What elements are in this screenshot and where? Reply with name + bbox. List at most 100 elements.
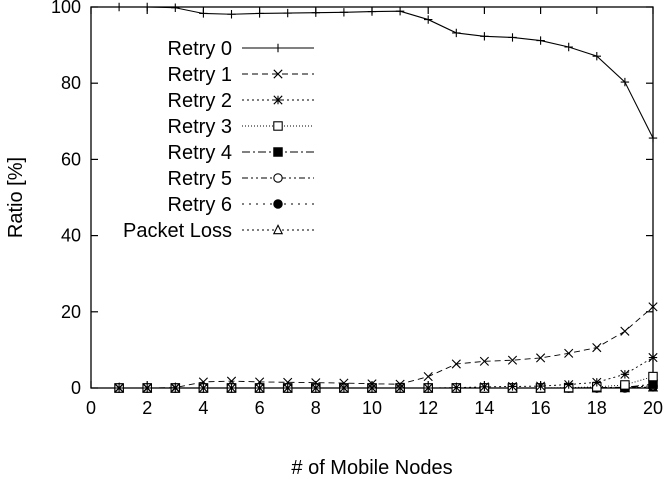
data-point: [311, 378, 321, 388]
y-axis-label: Ratio [%]: [5, 157, 27, 238]
marker-x-shape: [255, 377, 265, 387]
y-tick-label: 20: [61, 302, 81, 322]
legend: Retry 0 Retry 1 Retry 2 Retry 3 Retry 4 Retry…: [123, 38, 314, 242]
data-point: [227, 10, 236, 19]
marker-x-shape: [114, 383, 124, 393]
marker-plus-shape: [339, 8, 349, 17]
legend-entry: Retry 4: [168, 142, 314, 164]
legend-label: Retry 1: [168, 64, 232, 86]
data-point: [339, 378, 349, 388]
x-tick-label: 0: [86, 398, 96, 418]
legend-marker: [273, 95, 283, 105]
data-point: [507, 355, 518, 365]
legend-label: Packet Loss: [123, 220, 232, 242]
marker-star-shape: [273, 95, 283, 105]
data-point: [198, 383, 208, 393]
marker-filled-circle-shape: [273, 199, 283, 209]
marker-x-shape: [423, 371, 433, 382]
marker-open-square-shape: [273, 121, 283, 131]
data-point: [620, 369, 630, 379]
marker-star-shape: [479, 382, 489, 392]
marker-plus-shape: [311, 8, 320, 17]
data-point: [367, 7, 377, 16]
data-point: [283, 377, 293, 387]
data-point: [620, 77, 630, 87]
x-tick-label: 4: [198, 398, 208, 418]
marker-x-shape: [451, 359, 461, 369]
data-point: [255, 383, 265, 393]
legend-label: Retry 0: [168, 38, 232, 60]
y-tick-label: 80: [61, 73, 81, 93]
marker-star-shape: [395, 383, 405, 393]
marker-plus-shape: [648, 133, 658, 143]
series-lines: [114, 2, 659, 393]
x-tick-label: 8: [311, 398, 321, 418]
marker-x-shape: [339, 378, 349, 388]
marker-plus-shape: [283, 8, 292, 18]
marker-star-shape: [423, 383, 433, 393]
legend-marker: [273, 43, 283, 53]
marker-star-shape: [451, 383, 461, 393]
marker-open-square-shape: [620, 380, 630, 390]
marker-x-shape: [507, 355, 518, 365]
series-line: [119, 6, 654, 139]
marker-plus-shape: [114, 2, 124, 12]
series-1: [114, 302, 658, 393]
x-tick-label: 18: [587, 398, 607, 418]
marker-x-shape: [536, 353, 546, 363]
data-point: [283, 383, 293, 393]
marker-star-shape: [226, 383, 237, 393]
legend-marker: [273, 121, 283, 131]
marker-plus-shape: [143, 2, 152, 12]
marker-plus-shape: [564, 42, 573, 52]
marker-x-shape: [283, 377, 293, 387]
marker-filled-square-shape: [273, 147, 283, 157]
marker-plus-shape: [395, 6, 405, 16]
data-point: [648, 302, 658, 312]
marker-star-shape: [311, 383, 321, 393]
marker-x-shape: [395, 379, 405, 389]
data-point: [395, 383, 405, 393]
data-point: [226, 376, 237, 386]
data-point: [648, 352, 658, 363]
marker-plus-shape: [508, 33, 517, 42]
data-point: [451, 359, 461, 369]
marker-star-shape: [564, 379, 574, 390]
marker-open-circle-shape: [273, 173, 283, 183]
marker-x-shape: [311, 378, 321, 388]
marker-x-shape: [367, 379, 377, 389]
data-point: [648, 371, 658, 382]
data-point: [592, 343, 602, 353]
marker-x-shape: [620, 326, 630, 336]
data-point: [339, 383, 349, 393]
x-axis-label: # of Mobile Nodes: [291, 457, 452, 479]
legend-label: Retry 3: [168, 116, 232, 138]
marker-open-square-shape: [648, 371, 658, 382]
x-tick-label: 10: [362, 398, 382, 418]
marker-plus-shape: [620, 77, 630, 87]
legend-marker: [272, 224, 284, 235]
data-point: [620, 380, 630, 390]
data-point: [395, 6, 405, 16]
legend-entry: Retry 1: [168, 64, 314, 86]
y-tick-label: 0: [71, 378, 81, 398]
x-tick-label: 2: [142, 398, 152, 418]
data-point: [536, 353, 546, 363]
legend-marker: [273, 69, 283, 79]
data-point: [536, 36, 545, 45]
data-point: [592, 51, 601, 61]
legend-entry: Retry 5: [168, 168, 314, 190]
marker-x-shape: [226, 376, 237, 386]
legend-label: Retry 4: [168, 142, 232, 164]
x-tick-label: 6: [255, 398, 265, 418]
legend-entry: Retry 6: [168, 194, 314, 216]
data-point: [142, 383, 152, 393]
marker-plus-shape: [255, 9, 264, 18]
marker-x-shape: [592, 343, 602, 353]
data-point: [507, 381, 518, 392]
marker-x-shape: [198, 377, 208, 387]
data-point: [226, 383, 237, 393]
marker-plus-shape: [424, 15, 433, 24]
data-point: [143, 2, 152, 12]
